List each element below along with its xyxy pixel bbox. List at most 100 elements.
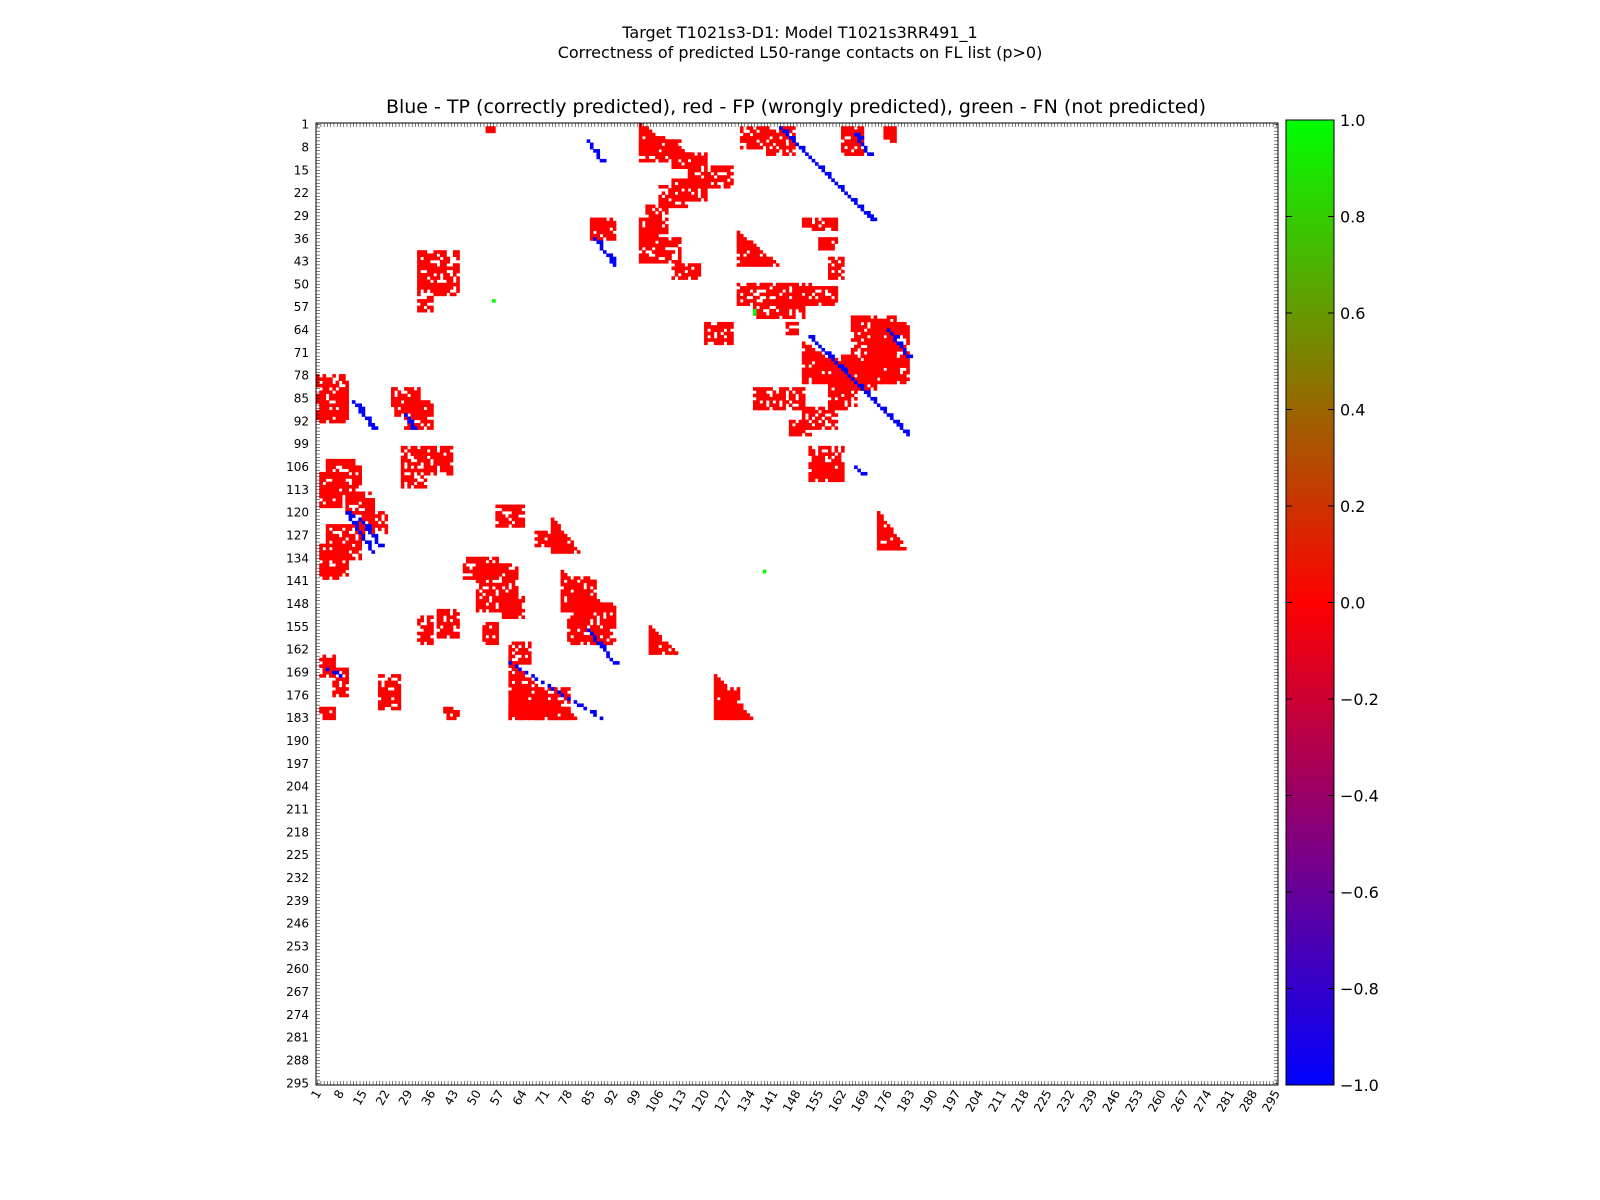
fp-cell: [407, 406, 411, 411]
fp-cell: [674, 152, 679, 156]
fp-cell: [779, 282, 783, 287]
fp-cell: [358, 511, 362, 515]
fp-cell: [335, 468, 340, 473]
fp-cell: [554, 524, 558, 528]
fp-cell: [756, 396, 760, 401]
fp-cell: [834, 276, 839, 280]
fp-cell: [857, 374, 861, 378]
fp-cell: [423, 478, 428, 483]
fp-cell: [338, 419, 343, 424]
fp-cell: [779, 312, 783, 316]
fp-cell: [338, 390, 343, 395]
fp-cell: [736, 292, 741, 297]
fp-cell: [319, 478, 323, 483]
fp-cell: [377, 690, 382, 695]
fp-cell: [482, 576, 486, 580]
fp-cell: [658, 240, 663, 245]
fp-cell: [739, 243, 744, 248]
fp-cell: [518, 507, 522, 512]
fp-cell: [655, 246, 659, 251]
fp-cell: [681, 266, 685, 271]
fp-cell: [550, 527, 555, 531]
fp-cell: [827, 471, 832, 476]
fp-cell: [651, 230, 656, 235]
fp-cell: [814, 475, 819, 479]
fp-cell: [567, 592, 571, 597]
fp-cell: [841, 406, 845, 411]
fp-cell: [511, 667, 516, 672]
fp-cell: [511, 700, 516, 704]
fp-cell: [469, 569, 473, 574]
fp-cell: [319, 409, 323, 414]
fp-cell: [413, 416, 418, 421]
fp-cell: [792, 299, 796, 303]
fp-cell: [472, 566, 477, 571]
fp-cell: [469, 559, 473, 564]
fp-cell: [560, 716, 565, 721]
fp-cell: [488, 608, 493, 613]
fp-cell: [446, 709, 451, 714]
fp-cell: [524, 700, 529, 704]
fp-cell: [576, 592, 581, 597]
fp-cell: [648, 211, 653, 215]
fp-cell: [854, 136, 858, 140]
fp-cell: [759, 129, 764, 134]
fp-cell: [338, 481, 343, 486]
fp-cell: [808, 289, 813, 293]
fp-cell: [482, 638, 486, 642]
fp-cell: [593, 602, 597, 606]
fp-cell: [384, 696, 389, 701]
fp-cell: [792, 393, 796, 398]
fp-cell: [492, 592, 496, 597]
fp-cell: [792, 432, 796, 437]
fp-cell: [736, 246, 741, 251]
fp-cell: [772, 149, 777, 153]
fp-cell: [329, 393, 333, 398]
fp-cell: [387, 696, 392, 701]
fp-cell: [648, 145, 653, 150]
fp-cell: [697, 158, 702, 163]
fp-cell: [397, 690, 402, 695]
fp-cell: [684, 276, 689, 280]
fp-cell: [452, 250, 457, 254]
tp-cell: [589, 631, 594, 636]
fp-cell: [355, 478, 359, 483]
fp-cell: [824, 237, 829, 241]
fp-cell: [567, 621, 571, 626]
fp-cell: [713, 165, 718, 169]
fp-cell: [723, 168, 728, 173]
fp-cell: [439, 266, 444, 271]
fp-cell: [345, 494, 349, 499]
fp-cell: [325, 563, 330, 567]
fp-cell: [860, 132, 865, 137]
fp-cell: [785, 136, 790, 140]
fp-cell: [521, 696, 526, 701]
fp-cell: [580, 634, 584, 639]
fp-cell: [397, 413, 402, 417]
fp-cell: [827, 237, 832, 241]
fp-cell: [756, 400, 760, 404]
fp-cell: [426, 273, 431, 277]
fp-cell: [645, 211, 649, 215]
fp-cell: [880, 533, 884, 538]
fp-cell: [329, 543, 333, 548]
fp-cell: [730, 690, 734, 695]
fp-cell: [342, 667, 346, 672]
fp-cell: [876, 351, 881, 355]
fp-cell: [531, 696, 535, 701]
fp-cell: [563, 533, 568, 538]
fp-cell: [642, 253, 646, 258]
fp-cell: [658, 152, 663, 156]
fp-cell: [554, 540, 558, 545]
fp-cell: [325, 527, 330, 531]
fp-cell: [550, 517, 555, 522]
fp-cell: [345, 465, 349, 470]
fp-cell: [886, 370, 891, 375]
fp-cell: [521, 595, 526, 600]
fp-cell: [612, 621, 617, 626]
fp-cell: [495, 631, 499, 636]
fp-cell: [586, 599, 591, 603]
tp-cell: [785, 129, 790, 134]
fp-cell: [322, 383, 327, 388]
fp-cell: [792, 152, 796, 156]
